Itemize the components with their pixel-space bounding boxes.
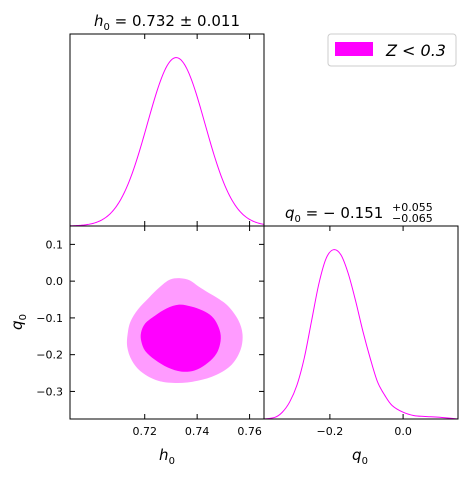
legend-label: Z < 0.3 xyxy=(385,41,446,60)
q0-title-lower-error: −0.065 xyxy=(392,212,433,225)
q0-posterior-line xyxy=(263,249,459,420)
inner-credible-contour xyxy=(140,304,221,372)
q0-x-axis-label: q0 xyxy=(352,446,368,467)
q0-y-tick-label: −0.1 xyxy=(36,312,63,325)
q0-marginal-panel: −0.2 0.0 q0 = − 0.151 +0.055 −0.065 q0 xyxy=(263,201,459,467)
q0-y-axis-symbol: q xyxy=(8,320,26,330)
q0-y-tick-label: −0.3 xyxy=(36,385,63,398)
q0-title-value: = − 0.151 xyxy=(301,204,383,222)
q0-marginal-frame xyxy=(263,225,459,420)
h0-title-subscript: 0 xyxy=(104,22,110,33)
h0-x-tick-label: 0.72 xyxy=(132,425,157,438)
q0-y-tick-label: 0.1 xyxy=(46,238,64,251)
q0-y-tick-label: −0.2 xyxy=(36,349,63,362)
legend: Z < 0.3 xyxy=(327,33,457,67)
h0-title-value: = 0.732 ± 0.011 xyxy=(110,12,240,30)
h0-title-symbol: h xyxy=(94,12,104,30)
h0-axis-symbol: h xyxy=(159,446,169,464)
q0-marginal-ticks xyxy=(329,226,404,419)
joint-ticks xyxy=(70,226,264,419)
q0-y-tick-label: 0.0 xyxy=(46,275,64,288)
q0-x-axis-subscript: 0 xyxy=(362,456,368,467)
q0-title-subscript: 0 xyxy=(295,214,301,225)
q0-x-tick-label: −0.2 xyxy=(317,425,344,438)
q0-y-axis-subscript: 0 xyxy=(18,314,29,320)
h0-axis-subscript: 0 xyxy=(169,456,175,467)
q0-title-upper-error: +0.055 xyxy=(392,201,433,214)
q0-y-tick-labels: 0.1 0.0 −0.1 −0.2 −0.3 xyxy=(36,238,63,398)
h0-x-tick-label: 0.74 xyxy=(185,425,210,438)
h0-marginal-frame xyxy=(69,33,265,227)
q0-title: q0 = − 0.151 xyxy=(285,204,383,225)
h0-posterior-line xyxy=(69,57,265,227)
q0-x-tick-label: 0.0 xyxy=(394,425,412,438)
h0-x-tick-label: 0.76 xyxy=(237,425,262,438)
joint-contour-panel: 0.10.0−0.1−0.2−0.3 0.72 0.74 0.76 h0 q0 xyxy=(8,225,265,467)
h0-marginal-panel: h0 = 0.732 ± 0.011 xyxy=(69,12,265,227)
legend-swatch xyxy=(335,42,373,56)
h0-marginal-ticks xyxy=(144,34,251,226)
q0-x-tick-labels: −0.2 0.0 xyxy=(317,425,412,438)
q0-x-axis-symbol: q xyxy=(352,446,362,464)
q0-title-symbol: q xyxy=(285,204,295,222)
h0-axis-label: h0 xyxy=(159,446,175,467)
q0-y-axis-label: q0 xyxy=(8,314,29,330)
h0-x-tick-labels: 0.72 0.74 0.76 xyxy=(132,425,261,438)
h0-title: h0 = 0.732 ± 0.011 xyxy=(94,12,240,33)
